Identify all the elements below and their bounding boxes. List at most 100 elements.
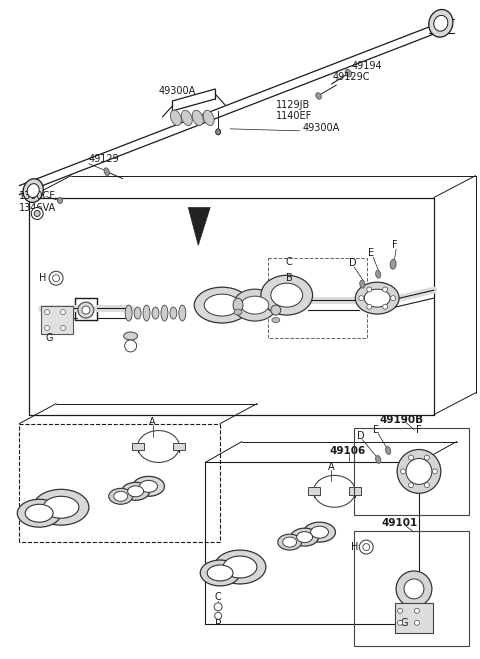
Circle shape <box>125 340 137 352</box>
Bar <box>354 428 468 515</box>
Ellipse shape <box>233 298 243 312</box>
Circle shape <box>383 287 388 292</box>
Circle shape <box>367 304 372 309</box>
Ellipse shape <box>223 556 257 578</box>
Ellipse shape <box>375 455 381 463</box>
Text: 49101: 49101 <box>381 518 418 528</box>
Ellipse shape <box>152 307 159 319</box>
Ellipse shape <box>203 110 214 126</box>
Ellipse shape <box>58 198 62 204</box>
Ellipse shape <box>271 283 302 307</box>
Circle shape <box>45 326 49 331</box>
Ellipse shape <box>192 110 203 126</box>
Bar <box>268 258 367 338</box>
Ellipse shape <box>114 492 128 501</box>
Ellipse shape <box>179 305 186 321</box>
Ellipse shape <box>261 275 312 315</box>
Ellipse shape <box>360 280 365 288</box>
Ellipse shape <box>204 294 240 316</box>
Circle shape <box>391 296 396 301</box>
Circle shape <box>408 482 413 488</box>
Ellipse shape <box>200 560 240 586</box>
Ellipse shape <box>214 550 266 584</box>
Ellipse shape <box>390 259 396 270</box>
Circle shape <box>271 305 281 315</box>
Text: D: D <box>357 430 365 441</box>
Circle shape <box>82 306 90 314</box>
Bar <box>354 531 468 646</box>
Text: E: E <box>373 424 379 434</box>
Text: C: C <box>286 257 292 268</box>
Ellipse shape <box>181 110 192 126</box>
Ellipse shape <box>234 309 242 315</box>
Circle shape <box>415 608 420 614</box>
Ellipse shape <box>140 480 157 492</box>
Circle shape <box>360 540 373 554</box>
Ellipse shape <box>124 332 138 340</box>
Ellipse shape <box>434 15 448 31</box>
Ellipse shape <box>404 579 424 599</box>
Circle shape <box>424 455 430 460</box>
Ellipse shape <box>109 488 132 504</box>
Circle shape <box>31 208 43 219</box>
Circle shape <box>45 310 49 314</box>
Ellipse shape <box>216 129 221 135</box>
Circle shape <box>397 620 403 625</box>
Ellipse shape <box>304 522 336 542</box>
Ellipse shape <box>143 305 150 321</box>
Text: 1140EF: 1140EF <box>276 111 312 121</box>
Ellipse shape <box>241 296 269 314</box>
Circle shape <box>49 272 63 285</box>
Text: 1360CF: 1360CF <box>19 190 56 200</box>
Ellipse shape <box>364 289 390 307</box>
Circle shape <box>53 275 60 281</box>
Text: E: E <box>368 248 374 258</box>
Bar <box>349 488 361 496</box>
Circle shape <box>424 482 430 488</box>
Circle shape <box>432 469 437 474</box>
Ellipse shape <box>125 305 132 321</box>
Circle shape <box>34 210 40 216</box>
Ellipse shape <box>132 476 165 496</box>
Ellipse shape <box>283 537 297 547</box>
Text: 1346VA: 1346VA <box>19 202 57 212</box>
Ellipse shape <box>23 179 43 202</box>
Text: 1129JB: 1129JB <box>276 100 310 110</box>
Text: G: G <box>400 617 408 628</box>
Text: G: G <box>45 333 53 343</box>
Ellipse shape <box>406 459 432 484</box>
Ellipse shape <box>355 282 399 314</box>
Circle shape <box>397 608 403 614</box>
Circle shape <box>359 296 364 301</box>
Ellipse shape <box>170 110 181 126</box>
Text: 49129C: 49129C <box>333 72 370 82</box>
Text: 49190B: 49190B <box>379 415 423 424</box>
Bar <box>173 443 185 451</box>
Text: 49300A: 49300A <box>158 86 196 96</box>
Text: C: C <box>215 592 221 602</box>
Text: 49194: 49194 <box>351 61 382 71</box>
Bar <box>41 306 73 334</box>
Text: B: B <box>215 616 221 626</box>
Ellipse shape <box>27 184 39 198</box>
Ellipse shape <box>170 307 177 319</box>
Polygon shape <box>188 208 210 245</box>
Text: 49300A: 49300A <box>302 123 340 133</box>
Bar <box>395 603 433 633</box>
Text: F: F <box>416 424 422 434</box>
Circle shape <box>215 612 222 619</box>
Ellipse shape <box>385 447 391 455</box>
Ellipse shape <box>194 287 250 323</box>
Text: A: A <box>149 416 156 426</box>
Circle shape <box>383 304 388 309</box>
Circle shape <box>60 326 65 331</box>
Circle shape <box>214 603 222 611</box>
Text: 49106: 49106 <box>329 447 366 457</box>
Ellipse shape <box>134 307 141 319</box>
Text: B: B <box>286 273 292 283</box>
Ellipse shape <box>297 532 312 542</box>
Ellipse shape <box>396 571 432 607</box>
Circle shape <box>367 287 372 292</box>
Circle shape <box>78 302 94 318</box>
Ellipse shape <box>311 526 328 538</box>
